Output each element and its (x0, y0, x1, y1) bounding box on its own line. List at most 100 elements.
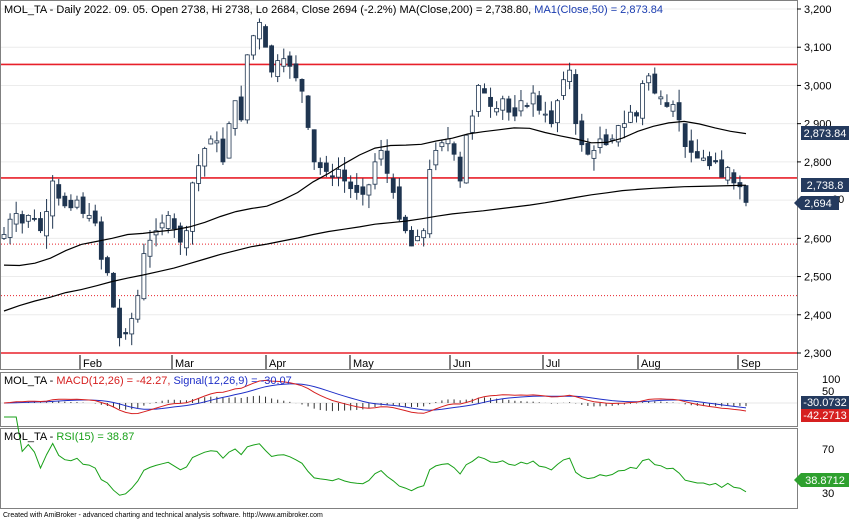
candle (567, 62, 573, 90)
candle (196, 154, 202, 192)
candle (628, 104, 633, 124)
candle (682, 123, 688, 158)
candle (475, 84, 481, 117)
candle (38, 212, 43, 234)
candle-body-up (670, 104, 676, 112)
candle (542, 101, 548, 123)
candle (506, 95, 512, 121)
candle-body-up (561, 79, 566, 96)
candle (141, 243, 147, 301)
macd-badge: -42.2713 (801, 409, 849, 422)
rsi-panel-frame[interactable] (0, 428, 798, 509)
axis-labels: 3,200 3,100 3,000 2,900 2,800 2,600 2,500 2,400… (79, 4, 832, 370)
candle (263, 24, 268, 48)
candle (707, 151, 712, 170)
candle (202, 146, 208, 177)
candle (159, 214, 165, 236)
candle (32, 209, 37, 222)
candle-body-up (615, 125, 621, 143)
candle-body-down (311, 129, 317, 163)
candle-body-up (50, 180, 56, 217)
candle (390, 173, 396, 199)
candle-body-down (579, 120, 585, 146)
candle (354, 173, 360, 200)
candle-body-up (597, 138, 603, 148)
candle (80, 192, 86, 219)
candle-body-up (86, 214, 92, 219)
signal-line (3, 383, 747, 411)
candle (177, 222, 183, 255)
price-tick-label: 2,500 (804, 272, 832, 284)
candle (232, 100, 238, 136)
month-label-mar: Mar (175, 358, 194, 370)
candle-body-up (494, 107, 500, 113)
candle (561, 71, 566, 100)
ohlc-info: - Daily 2022. 09. 05. Open 2738, Hi 2738… (47, 4, 400, 16)
candle (676, 89, 682, 132)
candle-body-down (585, 143, 591, 155)
candle-body-down (360, 186, 366, 195)
price-tick-label: 3,000 (804, 80, 832, 92)
candle-body-down (707, 156, 712, 167)
candle (330, 163, 335, 187)
candle (731, 169, 737, 190)
rsi-tick-30: 30 (822, 488, 834, 500)
ma50-label: MA1(Close,50) = 2,873.84 (531, 4, 663, 16)
candle (670, 100, 676, 117)
candle-body-down (117, 307, 122, 339)
candle (74, 195, 80, 210)
candle (640, 80, 646, 126)
candle-body-up (141, 253, 147, 300)
candle-body-up (1, 234, 7, 239)
candle-body-up (257, 21, 262, 40)
rsi-line (4, 416, 747, 496)
candle (469, 109, 475, 140)
candle (323, 155, 329, 178)
candle-body-up (74, 199, 80, 208)
candle-body-up (129, 318, 135, 335)
rsi-header: MOL_TA - RSI(15) = 38.87 (4, 431, 134, 443)
candle-body-down (451, 143, 457, 155)
moving-averages (3, 120, 747, 312)
candle-body-up (184, 230, 189, 249)
month-label-sep: Sep (741, 358, 761, 370)
candle-body-up (202, 148, 208, 167)
candle-body-up (275, 60, 281, 77)
candle-body-up (542, 113, 548, 116)
candle-body-down (38, 218, 43, 232)
candle (50, 175, 56, 229)
candle-body-down (688, 140, 694, 153)
candle-body-down (384, 150, 390, 174)
candle-body-up (165, 214, 171, 229)
candle (299, 78, 305, 103)
price-header: MOL_TA - Daily 2022. 09. 05. Open 2738, … (4, 4, 663, 16)
candle (524, 102, 530, 109)
candlesticks (1, 18, 749, 347)
candle-body-up (244, 54, 250, 121)
svg-text:-30.0732: -30.0732 (803, 397, 846, 409)
candle-body-down (177, 225, 183, 243)
price-tick-label: 2,600 (804, 233, 832, 245)
candle (494, 101, 500, 116)
candle-body-down (634, 112, 639, 117)
price-tick-label: 2,900 (804, 119, 832, 131)
candle (293, 55, 299, 82)
candle (585, 138, 591, 156)
candle-body-up (196, 165, 202, 184)
candle (56, 178, 62, 206)
macd-header: MOL_TA - MACD(12,26) = -42.27, Signal(12… (4, 375, 292, 387)
candle-body-down (524, 105, 530, 107)
candle (573, 69, 579, 135)
price-tick-label: 2,800 (804, 157, 832, 169)
candle (725, 165, 731, 185)
candle (165, 211, 171, 234)
candle (62, 192, 68, 209)
candle-body-down (694, 151, 700, 159)
candle (226, 121, 232, 159)
candle (652, 67, 658, 95)
candle (378, 139, 384, 166)
candle (287, 51, 293, 79)
candle-body-up (214, 140, 220, 144)
candle (360, 178, 366, 206)
candle (135, 289, 141, 323)
